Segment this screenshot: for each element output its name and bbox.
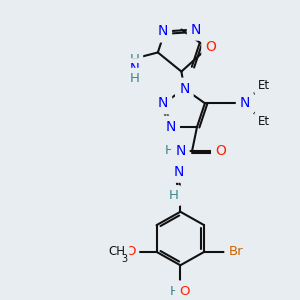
Text: Et: Et (258, 115, 270, 128)
Text: O: O (206, 40, 216, 54)
Text: 3: 3 (121, 254, 127, 264)
Text: N: N (129, 62, 139, 75)
Text: N: N (158, 96, 168, 110)
Text: Br: Br (228, 245, 243, 258)
Text: N: N (175, 144, 185, 158)
Text: H: H (169, 189, 178, 202)
Text: N: N (158, 24, 168, 38)
Text: O: O (215, 144, 226, 158)
Text: CH: CH (109, 245, 126, 258)
Text: O: O (125, 245, 135, 258)
Text: N: N (173, 165, 184, 179)
Text: Et: Et (258, 79, 270, 92)
Text: O: O (179, 285, 190, 298)
Text: N: N (166, 120, 176, 134)
Text: N: N (240, 96, 250, 110)
Text: H: H (165, 144, 175, 157)
Text: H: H (129, 72, 139, 85)
Text: methoxy: methoxy (113, 250, 119, 252)
Text: N: N (179, 82, 190, 96)
Text: N: N (191, 22, 201, 37)
Text: H: H (129, 52, 139, 66)
Text: H: H (169, 285, 179, 298)
